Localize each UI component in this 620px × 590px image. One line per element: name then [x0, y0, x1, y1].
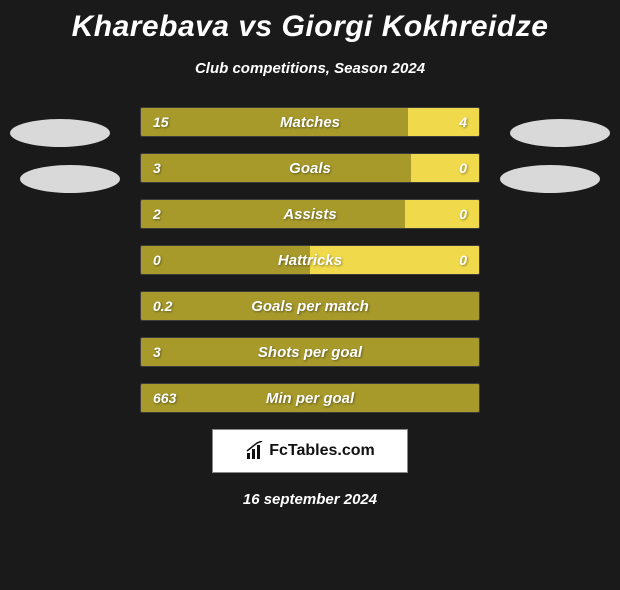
avatar-right-2 [500, 165, 600, 193]
stat-row: 30Goals [140, 153, 480, 183]
stat-row: 3Shots per goal [140, 337, 480, 367]
bar-label: Goals per match [141, 292, 479, 320]
chart-icon [245, 441, 265, 461]
footer-badge: FcTables.com [212, 429, 408, 473]
bar-label: Shots per goal [141, 338, 479, 366]
stat-row: 00Hattricks [140, 245, 480, 275]
page-subtitle: Club competitions, Season 2024 [0, 60, 620, 77]
bar-label: Hattricks [141, 246, 479, 274]
stat-row: 663Min per goal [140, 383, 480, 413]
stats-bars: 154Matches 30Goals 20Assists 00Hattricks 0.2… [140, 107, 480, 413]
footer-date: 16 september 2024 [0, 491, 620, 508]
avatar-left-1 [10, 119, 110, 147]
stat-row: 154Matches [140, 107, 480, 137]
bar-label: Matches [141, 108, 479, 136]
stat-row: 20Assists [140, 199, 480, 229]
avatar-left-2 [20, 165, 120, 193]
page-title: Kharebava vs Giorgi Kokhreidze [0, 10, 620, 44]
bar-label: Min per goal [141, 384, 479, 412]
content-area: 154Matches 30Goals 20Assists 00Hattricks 0.2… [0, 107, 620, 413]
avatar-right-1 [510, 119, 610, 147]
bar-label: Goals [141, 154, 479, 182]
stat-row: 0.2Goals per match [140, 291, 480, 321]
footer-badge-text: FcTables.com [269, 442, 375, 460]
bar-label: Assists [141, 200, 479, 228]
